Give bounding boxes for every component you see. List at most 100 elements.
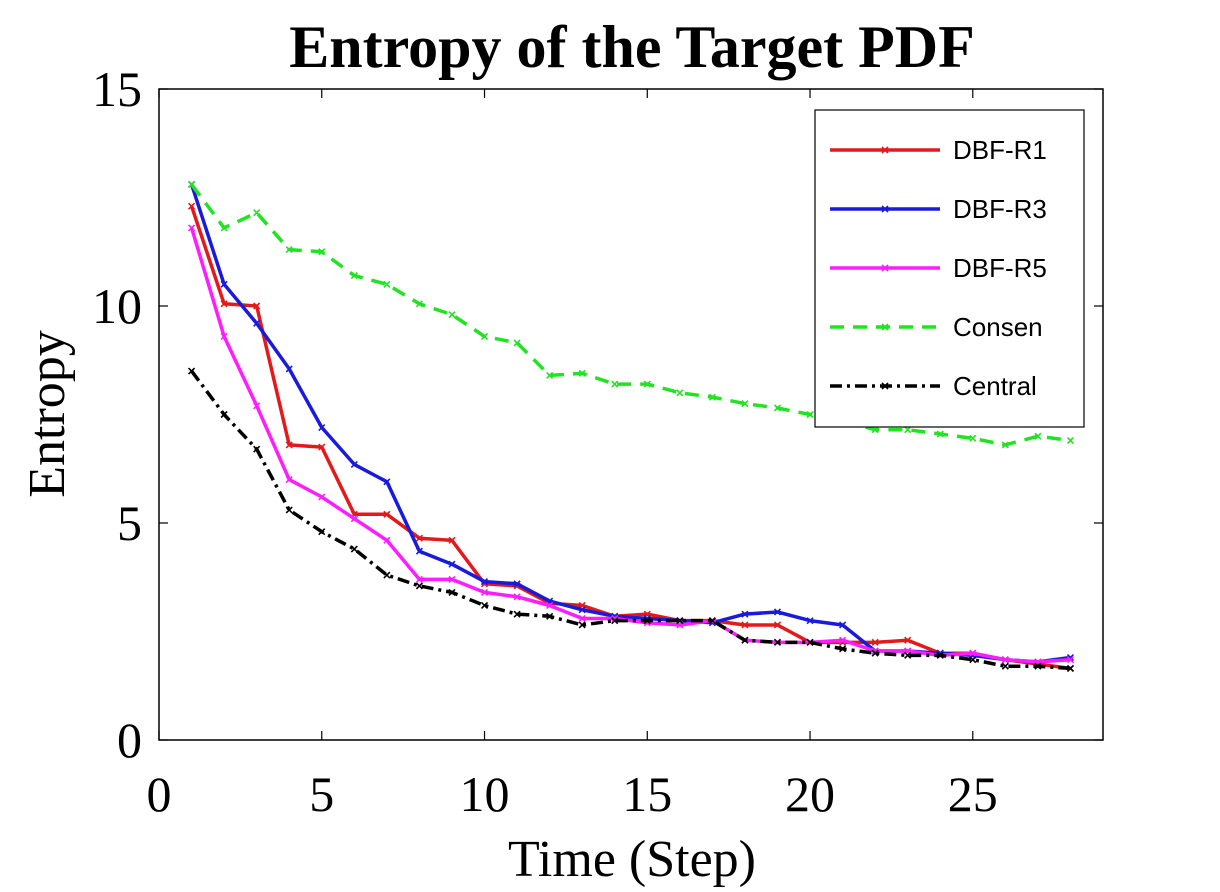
data-point-central [350, 545, 358, 553]
x-tick-label: 0 [147, 766, 172, 822]
data-point-consen [578, 369, 586, 377]
data-point-consen [350, 272, 358, 280]
data-point-consen [806, 410, 814, 419]
data-point-consen [969, 434, 977, 442]
data-point-dbf-r5 [448, 575, 456, 583]
data-point-dbf-r1 [187, 202, 196, 210]
data-point-central [741, 636, 749, 644]
x-tick-label: 5 [309, 766, 334, 822]
series-layer [187, 180, 1075, 672]
data-point-dbf-r5 [513, 593, 521, 601]
data-point-central [773, 638, 782, 646]
data-point-dbf-r1 [871, 638, 879, 646]
x-tick-label: 20 [785, 766, 835, 822]
data-point-consen [480, 332, 489, 340]
legend-label-central: Central [953, 371, 1037, 401]
data-point-dbf-r5 [969, 649, 977, 657]
chart-title: Entropy of the Target PDF [289, 14, 975, 80]
data-point-central [1034, 662, 1042, 670]
legend-marker-dbf-r3 [881, 205, 889, 213]
data-point-central [871, 649, 879, 657]
data-point-dbf-r3 [578, 606, 586, 614]
data-point-consen [741, 400, 749, 408]
series-line-consen [190, 183, 1071, 447]
data-point-central [1001, 662, 1009, 670]
legend-box [814, 109, 1085, 428]
data-point-dbf-r1 [904, 636, 912, 644]
data-point-central [708, 617, 716, 625]
data-point-dbf-r1 [253, 302, 261, 310]
data-point-consen [220, 224, 228, 232]
data-point-dbf-r3 [253, 319, 261, 327]
data-point-dbf-r3 [839, 621, 847, 629]
x-tick-label: 25 [948, 766, 998, 822]
data-point-dbf-r5 [578, 614, 586, 623]
data-point-dbf-r1 [220, 300, 228, 308]
legend-label-dbf-r5: DBF-R5 [953, 253, 1047, 283]
data-point-consen [448, 311, 456, 319]
data-point-consen [253, 209, 261, 217]
data-point-central [806, 638, 814, 646]
data-point-dbf-r5 [546, 601, 554, 610]
y-tick-label: 10 [92, 278, 142, 334]
data-point-dbf-r3 [285, 365, 293, 373]
data-point-central [578, 621, 586, 629]
legend-label-dbf-r3: DBF-R3 [953, 194, 1047, 224]
data-point-central [318, 528, 326, 536]
data-point-dbf-r1 [415, 534, 423, 542]
data-point-consen [383, 280, 391, 288]
data-point-dbf-r5 [220, 332, 228, 340]
series-line-central [190, 370, 1071, 671]
data-point-dbf-r5 [1066, 656, 1075, 664]
data-point-consen [415, 300, 423, 308]
data-point-dbf-r5 [480, 588, 489, 597]
axis-ticks [158, 88, 1103, 741]
legend-marker-dbf-r1 [881, 146, 889, 154]
data-point-dbf-r1 [318, 443, 326, 451]
data-point-central [546, 612, 554, 620]
data-point-dbf-r5 [350, 515, 358, 523]
data-point-central [383, 571, 391, 579]
data-point-dbf-r1 [383, 510, 391, 518]
data-point-dbf-r1 [448, 536, 456, 544]
data-point-consen [708, 393, 716, 401]
data-point-dbf-r3 [350, 460, 358, 468]
data-point-central [676, 617, 684, 625]
series-line-dbf-r1 [189, 205, 1071, 671]
data-point-dbf-r5 [1001, 656, 1009, 664]
data-point-dbf-r5 [415, 575, 423, 583]
axis-tick-labels: 0 5 10 15 20 25 0 5 10 15 [92, 61, 998, 822]
data-point-dbf-r5 [187, 224, 196, 232]
data-point-dbf-r5 [383, 536, 391, 544]
data-point-central [187, 367, 196, 375]
data-point-central [643, 617, 651, 625]
y-tick-label: 5 [117, 495, 142, 551]
data-point-dbf-r3 [480, 578, 489, 586]
data-point-central [936, 651, 944, 659]
data-point-dbf-r5 [253, 402, 261, 410]
legend-marker-consen [881, 323, 889, 331]
data-point-consen [513, 339, 521, 347]
x-axis-label: Time (Step) [508, 831, 756, 888]
data-point-dbf-r1 [773, 621, 782, 629]
y-axis-label: Entropy [19, 330, 76, 498]
y-tick-label: 0 [117, 712, 142, 768]
data-point-consen [611, 380, 619, 388]
data-point-dbf-r5 [285, 476, 293, 484]
data-point-consen [1034, 432, 1042, 440]
data-point-dbf-r3 [318, 423, 326, 432]
data-point-central [611, 617, 619, 625]
y-tick-label: 15 [92, 61, 142, 117]
data-point-dbf-r1 [285, 441, 293, 449]
data-point-dbf-r3 [773, 608, 782, 616]
data-point-consen [318, 248, 326, 256]
data-point-central [415, 582, 423, 590]
legend-label-consen: Consen [953, 312, 1043, 342]
data-point-dbf-r3 [448, 560, 456, 568]
data-point-central [285, 506, 293, 514]
plot-area-frame [158, 88, 1104, 741]
data-point-central [220, 410, 228, 419]
data-point-central [253, 445, 261, 453]
data-point-dbf-r3 [220, 280, 228, 288]
